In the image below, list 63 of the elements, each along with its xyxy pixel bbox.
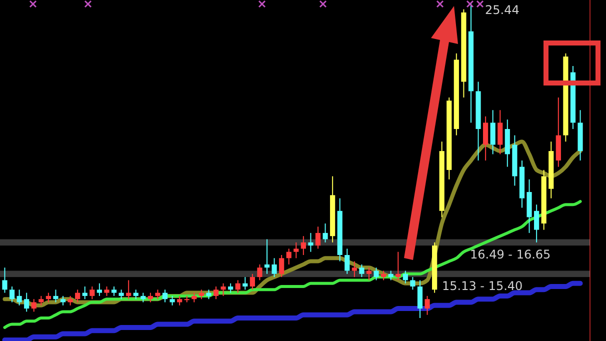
candlestick bbox=[148, 292, 153, 303]
candlestick bbox=[75, 289, 80, 303]
candlestick bbox=[16, 289, 22, 306]
candlestick bbox=[534, 204, 540, 243]
candlestick bbox=[279, 254, 284, 278]
candlestick bbox=[118, 289, 124, 300]
candlestick bbox=[294, 242, 299, 259]
candlestick bbox=[257, 264, 262, 281]
candlestick bbox=[24, 292, 30, 312]
candlestick bbox=[198, 289, 204, 300]
candlestick bbox=[220, 282, 226, 296]
candlestick bbox=[366, 267, 372, 281]
candlestick bbox=[9, 286, 15, 303]
candlestick bbox=[272, 258, 277, 278]
candlestick bbox=[192, 292, 197, 303]
candlestick bbox=[162, 289, 168, 303]
candlestick bbox=[53, 289, 58, 303]
candlestick bbox=[155, 289, 160, 300]
candlestick bbox=[483, 116, 488, 161]
candlestick bbox=[235, 280, 240, 294]
candlestick bbox=[264, 238, 270, 274]
candlestick bbox=[388, 270, 394, 281]
candlestick bbox=[111, 286, 117, 296]
candlestick bbox=[46, 292, 51, 303]
candlestick bbox=[352, 260, 357, 278]
candlestick bbox=[286, 248, 292, 265]
candlestick bbox=[490, 110, 496, 155]
candlestick bbox=[31, 298, 36, 312]
candlestick bbox=[315, 226, 321, 250]
candlestick bbox=[213, 286, 219, 300]
candlestick bbox=[228, 282, 234, 294]
candlestick bbox=[126, 280, 132, 300]
band-label: 15.13 - 15.40 bbox=[442, 279, 523, 294]
candlestick bbox=[177, 295, 182, 306]
candlestick bbox=[250, 273, 255, 290]
candlestick bbox=[396, 251, 401, 281]
candlestick bbox=[140, 292, 146, 303]
candlestick bbox=[90, 286, 95, 300]
candlestick bbox=[104, 286, 110, 296]
candlestick bbox=[300, 236, 306, 256]
candlestick bbox=[498, 110, 503, 155]
candlestick bbox=[96, 282, 102, 296]
annotation: 25.44 bbox=[484, 3, 520, 17]
candlestick bbox=[417, 280, 423, 318]
candlestick bbox=[424, 295, 430, 316]
candlestick bbox=[410, 276, 416, 290]
candlestick bbox=[374, 267, 379, 281]
band-label: 16.49 - 16.65 bbox=[470, 248, 551, 262]
candlestick bbox=[206, 289, 212, 300]
candlestick bbox=[2, 267, 8, 294]
candlestick bbox=[82, 286, 88, 300]
candlestick bbox=[322, 223, 328, 243]
candlestick bbox=[359, 264, 364, 278]
candlestick bbox=[308, 232, 314, 252]
candlestick bbox=[38, 295, 44, 306]
candlestick bbox=[344, 248, 350, 274]
candlestick bbox=[402, 270, 408, 284]
candlestick bbox=[170, 295, 175, 306]
candlestick bbox=[60, 295, 66, 306]
candlestick bbox=[68, 295, 73, 306]
candlestick bbox=[381, 270, 386, 281]
candlestick bbox=[242, 276, 248, 290]
candlestick bbox=[133, 289, 138, 300]
